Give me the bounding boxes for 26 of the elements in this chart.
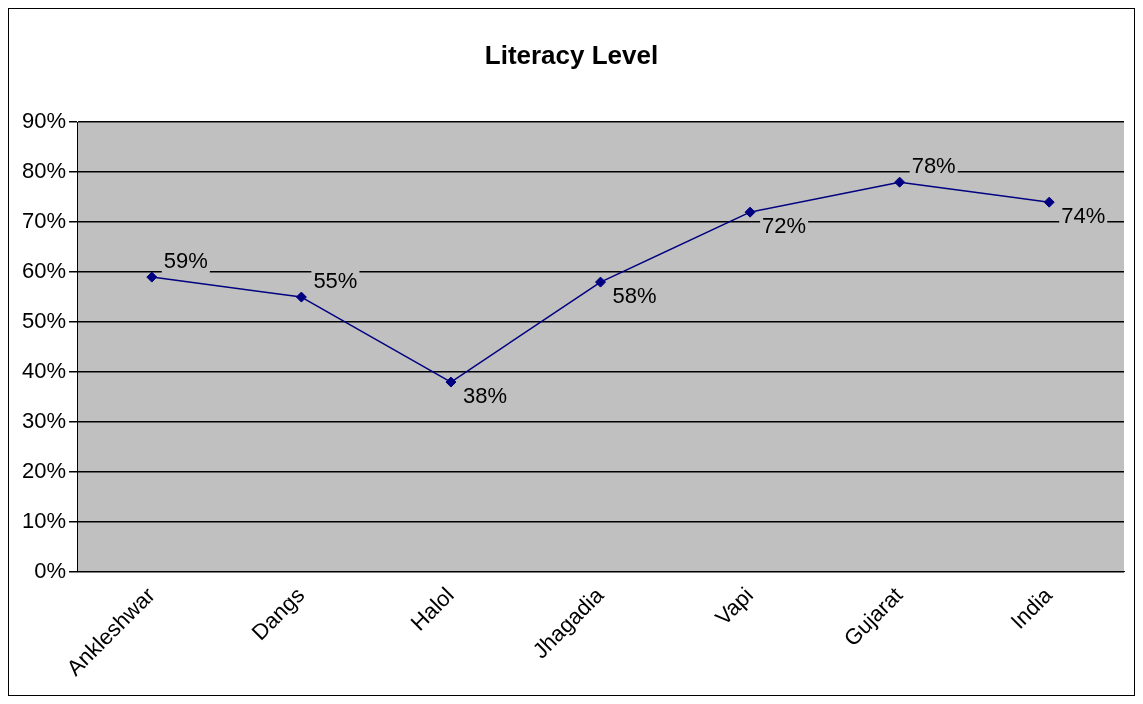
point: [445, 376, 457, 388]
data-label: 72%: [762, 213, 807, 239]
data-label: 78%: [911, 153, 956, 179]
point: [744, 206, 756, 218]
x-tick-label: Vapi: [710, 582, 758, 631]
data-label: 58%: [612, 283, 657, 309]
y-tick-label: 10%: [21, 508, 67, 534]
y-tick-label: 40%: [21, 358, 67, 384]
data-label: 55%: [313, 268, 358, 294]
y-tick-label: 0%: [34, 557, 67, 583]
point: [894, 176, 906, 188]
point: [295, 291, 307, 303]
y-tick-label: 50%: [21, 308, 67, 334]
y-tick-label: 70%: [21, 208, 67, 234]
y-tick-label: 60%: [21, 258, 67, 284]
y-tick-label: 80%: [21, 158, 67, 184]
y-tick-label: 20%: [21, 458, 67, 484]
data-label: 59%: [163, 248, 208, 274]
chart-title: Literacy Level: [484, 39, 659, 70]
data-label: 74%: [1061, 203, 1106, 229]
data-label: 38%: [462, 383, 507, 409]
point: [146, 271, 158, 283]
y-tick-label: 30%: [21, 408, 67, 434]
point: [1043, 196, 1055, 208]
point: [595, 276, 607, 288]
y-tick-label: 90%: [21, 108, 67, 134]
